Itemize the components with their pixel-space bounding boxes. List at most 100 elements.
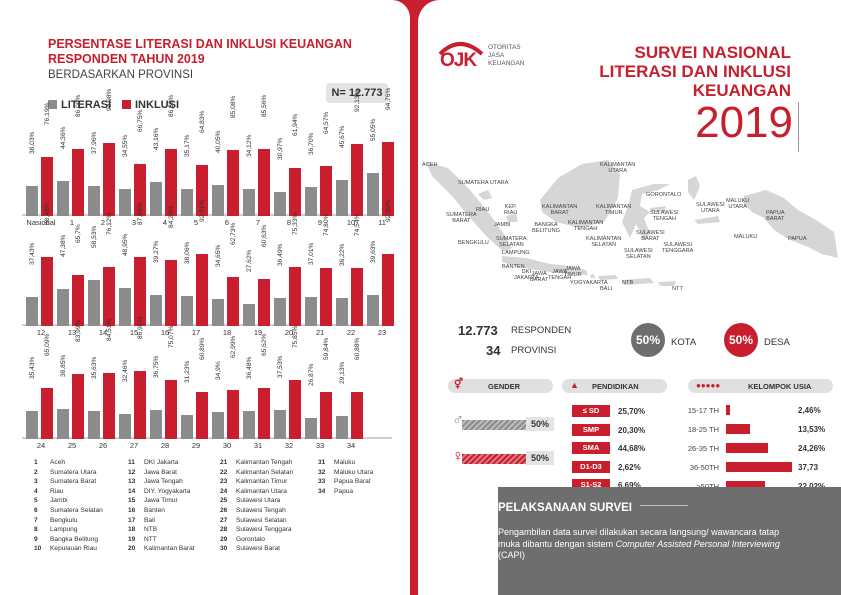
value-label-inklusi: 62,99%	[230, 335, 237, 358]
category-label: 30	[222, 441, 232, 450]
bar-inklusi	[103, 373, 115, 439]
bar-literasi	[274, 297, 286, 326]
bar-literasi	[119, 189, 131, 216]
category-label: Nasional	[26, 218, 56, 227]
value-label-inklusi: 65,7%	[75, 224, 82, 243]
category-label: 34	[346, 441, 356, 450]
category-label: 3	[131, 218, 137, 227]
province-key-item: 29 Gorontalo	[220, 536, 265, 543]
bar-group-12: 37,43% 88,48% 12	[26, 203, 56, 337]
province-key-name: Kalimantan Timur	[236, 478, 288, 486]
bar-group-26: 35,63% 84,51% 26	[88, 319, 118, 450]
value-label-literasi: 36,75%	[153, 355, 160, 379]
map-label-line: TENGAH	[652, 216, 676, 223]
province-key-item: 8 Lampung	[34, 526, 78, 533]
bar-inklusi	[41, 257, 53, 326]
province-key-item: 3 Sumatera Barat	[34, 478, 96, 485]
bar-inklusi	[134, 257, 146, 326]
male-bar	[462, 420, 526, 430]
value-label-inklusi: 66,75%	[137, 109, 144, 132]
value-label-inklusi: 76,19%	[44, 102, 51, 125]
bar-inklusi	[227, 277, 239, 326]
respondents-number: 12.773	[458, 323, 498, 338]
province-key-name: Sulawesi Tengah	[236, 507, 286, 514]
map-label-line: SULAWESI	[663, 242, 693, 248]
province-key-number: 26	[220, 507, 228, 514]
map-label-line: TENGGARA	[662, 248, 694, 255]
province-key-number: 29	[220, 535, 228, 543]
map-label-riau: RIAU	[476, 207, 489, 213]
main-title-line2: LITERASI DAN INKLUSI	[599, 62, 791, 81]
age-title: KELOMPOK USIA	[748, 382, 812, 391]
bar-literasi	[88, 411, 100, 439]
map-label-line: SULAWESI	[624, 248, 653, 254]
province-key-name: Jawa Timur	[144, 497, 178, 505]
title-divider	[798, 102, 799, 152]
value-label-inklusi: 92,39%	[385, 199, 392, 222]
province-key-name: NTB	[144, 526, 158, 534]
bar-inklusi	[382, 142, 394, 216]
value-label-literasi: 38,06%	[184, 241, 191, 265]
bar-inklusi	[258, 387, 270, 439]
province-key-name: Banten	[144, 507, 165, 514]
category-label: 27	[129, 441, 139, 450]
left-page: PERSENTASE LITERASI DAN INKLUSI KEUANGAN…	[0, 0, 410, 595]
bar-literasi	[119, 413, 131, 439]
bar-literasi	[88, 280, 100, 326]
map-label-kalimantan-barat: KALIMANTAN BARAT	[542, 204, 577, 217]
bar-inklusi	[289, 167, 301, 216]
age-group-label: 26-35 TH	[687, 444, 719, 453]
gender-header: ⚥ GENDER	[448, 379, 553, 393]
province-key-name: Jawa Tengah	[144, 478, 183, 486]
map-label-papua-barat: PAPUA BARAT	[766, 210, 785, 223]
value-label-literasi: 34,55%	[122, 134, 129, 158]
legend-inklusi-swatch	[122, 100, 131, 109]
bar-inklusi	[134, 163, 146, 216]
map-label-gorontalo: GORONTALO	[646, 192, 681, 198]
province-key-name: Kalimantan Selatan	[236, 468, 294, 476]
province-key-name: Sulawesi Selatan	[236, 516, 287, 524]
ojk-logo-caption: OTORITAS JASA KEUANGAN	[488, 44, 524, 68]
bar-literasi	[212, 298, 224, 326]
map-label-jawa-tengah: JAWA TENGAH	[548, 269, 571, 282]
province-key-number: 27	[220, 516, 228, 524]
province-key-item: 12 Jawa Barat	[128, 469, 177, 476]
value-label-literasi: 40,05%	[215, 130, 222, 153]
bar-group-27: 32,46% 86,91% 27	[119, 317, 149, 450]
province-key-number: 12	[128, 468, 136, 476]
map-label-line: SULAWESI	[636, 230, 665, 236]
bar-group-6: 40,05% 85,08% 6	[212, 95, 242, 227]
bar-group-1: 44,36% 86,09% 1	[57, 94, 87, 227]
bar-literasi	[336, 180, 348, 216]
ojk-logo-text: OJK	[440, 50, 477, 71]
male-icon: ♂	[452, 412, 464, 429]
map-label-line: BALI	[600, 286, 613, 292]
province-key-name: DKI Jakarta	[144, 459, 179, 466]
value-label-inklusi: 65,62%	[261, 333, 268, 356]
province-key-number: 14	[128, 487, 136, 495]
map-label-kalimantan-timur: KALIMANTAN TIMUR	[596, 204, 631, 217]
bar-group-24: 35,43% 65,09% 24	[26, 334, 56, 450]
province-key-item: 4 Riau	[34, 488, 64, 495]
map-label-jambi: JAMBI	[494, 222, 510, 228]
category-label: 14	[98, 328, 108, 337]
province-key-name: Jawa Barat	[144, 468, 177, 476]
value-label-literasi: 26,87%	[308, 363, 315, 387]
value-label-literasi: 29,13%	[339, 361, 346, 385]
bar-literasi	[336, 297, 348, 326]
map-label-line: YOGYAKARTA	[570, 280, 608, 286]
category-label: 32	[284, 441, 294, 450]
education-percentage: 44,68%	[618, 444, 646, 454]
map-label-line: UTARA	[728, 204, 747, 211]
value-label-literasi: 37,43%	[29, 242, 36, 265]
bar-inklusi	[165, 380, 177, 439]
value-label-inklusi: 60,89%	[199, 337, 206, 360]
province-key-number: 9	[34, 535, 38, 543]
province-key-number: 20	[128, 545, 136, 553]
bar-literasi	[26, 411, 38, 439]
value-label-literasi: 27,62%	[246, 250, 253, 273]
bar-group-33: 26,87% 59,84% 33	[305, 335, 335, 450]
category-label: 8	[286, 218, 292, 227]
bar-literasi	[274, 409, 286, 439]
value-label-inklusi: 85,08%	[230, 95, 237, 118]
